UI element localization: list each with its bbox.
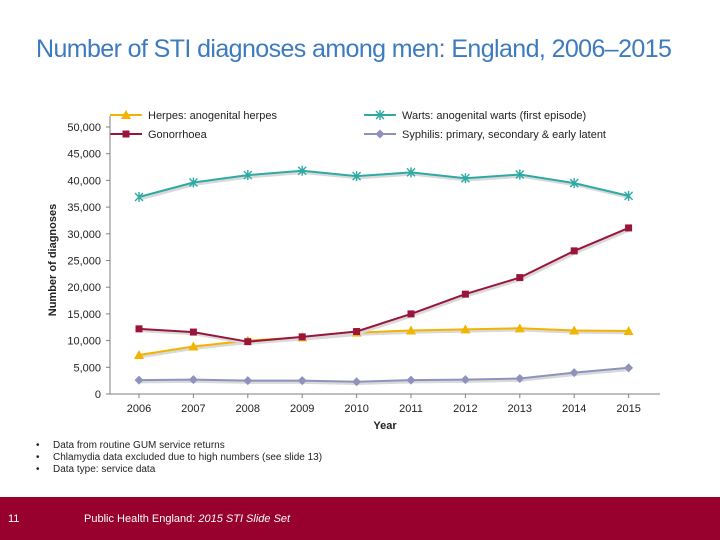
y-tick-label: 20,000 [67,282,101,294]
series-shadow [140,227,631,345]
y-tick-label: 10,000 [67,336,101,348]
footer-org: Public Health England: [84,513,199,525]
line-chart: Herpes: anogenital herpes Warts: anogenit… [47,110,660,432]
legend-label: Warts: anogenital warts (first episode) [402,110,586,122]
x-tick-label: 2008 [236,403,260,415]
series-gonorrhoea [135,224,633,346]
legend-marker [122,130,130,138]
footer-set: 2015 STI Slide Set [198,513,291,525]
footer-text: Public Health England: 2015 STI Slide Se… [84,513,290,525]
series-line [138,327,629,356]
legend-label: Gonorrhoea [148,129,208,141]
note-item: Chlamydia data excluded due to high numb… [36,452,322,464]
data-point [569,178,579,189]
legend-marker [375,129,385,139]
data-point [460,324,471,334]
legend-item: Warts: anogenital warts (first episode) [364,110,586,122]
chart-series [134,165,634,387]
data-point [243,376,253,386]
series-shadow [140,328,631,359]
data-point [353,328,361,336]
data-point [352,171,362,182]
series-line [138,169,629,198]
data-point [516,274,524,282]
x-tick-label: 2012 [453,403,477,415]
data-point [514,323,525,333]
data-point [570,247,578,255]
series-shadow [140,367,631,385]
legend-item: Gonorrhoea [110,129,208,141]
data-point [297,165,307,176]
y-tick-label: 50,000 [67,122,101,134]
data-point [189,328,197,336]
data-point [461,290,469,298]
series-line [138,226,629,343]
y-tick-label: 0 [95,389,101,401]
data-point [569,325,580,335]
legend-marker [375,110,385,120]
x-tick-label: 2014 [562,403,586,415]
x-tick-label: 2015 [616,403,640,415]
y-tick-label: 35,000 [67,202,101,214]
chart-legend: Herpes: anogenital herpes Warts: anogenit… [110,110,606,141]
data-point [406,325,416,335]
slide-number: 11 [8,513,20,525]
legend-marker [121,110,131,119]
data-point [297,376,307,386]
data-point [623,325,634,335]
data-point [407,310,415,318]
legend-label: Herpes: anogenital herpes [148,110,278,122]
data-point [188,177,198,188]
x-tick-label: 2011 [399,403,423,415]
y-tick-label: 15,000 [67,309,101,321]
x-tick-label: 2010 [344,403,368,415]
data-point [134,375,144,385]
notes-list: Data from routine GUM service returns Ch… [36,440,322,476]
data-point [188,375,198,385]
y-tick-label: 5,000 [73,362,101,374]
y-axis-title: Number of diagnoses [47,204,59,316]
data-point [352,377,362,387]
data-point [188,341,199,351]
y-tick-label: 30,000 [67,229,101,241]
data-point [460,173,470,184]
x-tick-label: 2009 [290,403,314,415]
note-item: Data type: service data [36,464,322,476]
data-point [406,375,416,385]
data-point [515,374,525,384]
x-tick-label: 2007 [181,403,205,415]
data-point [625,224,633,232]
data-point [243,170,253,181]
data-point [406,167,416,178]
data-point [134,350,144,360]
data-point [624,190,634,201]
y-tick-label: 40,000 [67,175,101,187]
footer-bar: 11 Public Health England: 2015 STI Slide… [0,497,720,540]
data-point [135,325,143,333]
y-tick-label: 25,000 [67,256,101,268]
slide-title: Number of STI diagnoses among men: Engla… [36,35,672,63]
data-point [298,333,306,341]
note-item: Data from routine GUM service returns [36,440,322,452]
legend-item: Herpes: anogenital herpes [110,110,278,122]
data-point [569,368,579,378]
series-herpes [134,323,634,360]
data-point [460,375,470,385]
data-point [624,363,634,373]
chart-axes: 0 5,000 10,000 15,000 20,000 25,000 30,000 35,0… [47,116,660,432]
series-syphilis [134,363,634,387]
legend-label: Syphilis: primary, secondary & early lat… [402,129,606,141]
series-shadow [140,170,631,201]
x-tick-label: 2006 [127,403,151,415]
series-line [138,366,629,383]
data-point [515,169,525,180]
data-point [134,191,144,202]
y-tick-label: 45,000 [67,149,101,161]
x-axis-title: Year [373,420,397,432]
x-tick-label: 2013 [508,403,532,415]
series-warts [134,165,634,202]
legend-item: Syphilis: primary, secondary & early lat… [364,129,606,141]
data-point [244,338,252,346]
